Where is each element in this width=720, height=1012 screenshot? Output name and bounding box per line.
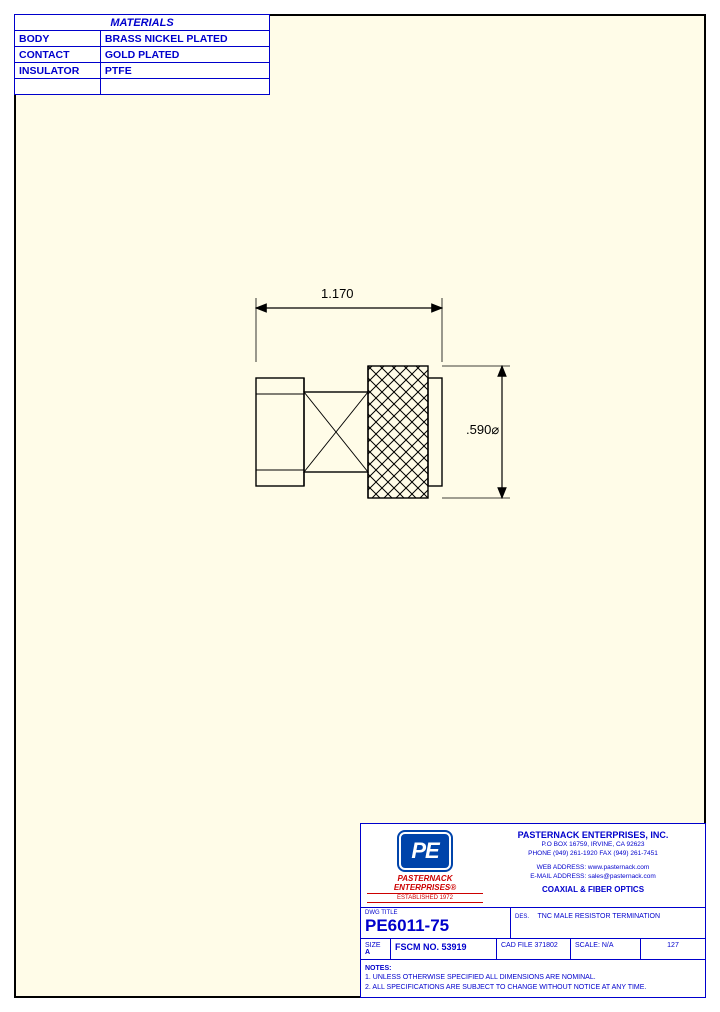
company-email: E-MAIL ADDRESS: sales@pasternack.com — [489, 873, 697, 881]
fscm-cell: FSCM NO. 53919 — [391, 939, 497, 959]
titleblock-row-meta: SIZE A FSCM NO. 53919 CAD FILE 371802 SC… — [361, 939, 705, 960]
dimension-diameter: .590⌀ — [466, 422, 499, 438]
company-phone: PHONE (949) 261-1920 FAX (949) 261-7451 — [489, 850, 697, 858]
connector-svg — [16, 98, 708, 678]
notes-header: NOTES: — [365, 964, 701, 974]
table-row — [15, 79, 270, 95]
materials-table: MATERIALS BODY BRASS NICKEL PLATED CONTA… — [14, 14, 270, 95]
drawing-sheet: MATERIALS BODY BRASS NICKEL PLATED CONTA… — [14, 14, 706, 998]
materials-value — [100, 79, 269, 95]
cadfile-cell: CAD FILE 371802 — [497, 939, 571, 959]
description-text: TNC MALE RESISTOR TERMINATION — [538, 913, 661, 920]
scale-cell: SCALE: N/A — [571, 939, 641, 959]
company-web: WEB ADDRESS: www.pasternack.com — [489, 864, 697, 872]
description-cell: DES. TNC MALE RESISTOR TERMINATION — [511, 908, 705, 938]
logo-established: ESTABLISHED 1972 — [367, 893, 483, 903]
titleblock-notes: NOTES: 1. UNLESS OTHERWISE SPECIFIED ALL… — [361, 960, 705, 997]
note-line: 2. ALL SPECIFICATIONS ARE SUBJECT TO CHA… — [365, 983, 701, 993]
company-address: P.O BOX 16759, IRVINE, CA 92623 — [489, 841, 697, 849]
description-label: DES. — [515, 914, 529, 920]
table-row: BODY BRASS NICKEL PLATED — [15, 31, 270, 47]
company-category: COAXIAL & FIBER OPTICS — [489, 885, 697, 895]
company-logo: PE PASTERNACK ENTERPRISES® ESTABLISHED 1… — [365, 828, 485, 903]
table-row: CONTACT GOLD PLATED — [15, 47, 270, 63]
titleblock-row-part: DWG TITLE PE6011-75 DES. TNC MALE RESIST… — [361, 908, 705, 939]
logo-badge: PE — [399, 832, 450, 870]
mechanical-drawing: 1.170 .590⌀ — [16, 98, 704, 678]
title-block: PE PASTERNACK ENTERPRISES® ESTABLISHED 1… — [360, 823, 706, 998]
part-number: PE6011-75 — [365, 916, 506, 936]
titleblock-header: PE PASTERNACK ENTERPRISES® ESTABLISHED 1… — [361, 824, 705, 908]
size-cell: SIZE A — [361, 939, 391, 959]
company-name: PASTERNACK ENTERPRISES, INC. — [489, 830, 697, 842]
materials-value: GOLD PLATED — [100, 47, 269, 63]
materials-name: BODY — [15, 31, 101, 47]
logo-brand: PASTERNACK ENTERPRISES® — [367, 874, 483, 892]
note-line: 1. UNLESS OTHERWISE SPECIFIED ALL DIMENS… — [365, 973, 701, 983]
materials-header: MATERIALS — [15, 15, 270, 31]
materials-value: BRASS NICKEL PLATED — [100, 31, 269, 47]
company-info: PASTERNACK ENTERPRISES, INC. P.O BOX 167… — [485, 828, 701, 903]
part-number-cell: DWG TITLE PE6011-75 — [361, 908, 511, 938]
materials-value: PTFE — [100, 63, 269, 79]
materials-name: CONTACT — [15, 47, 101, 63]
materials-name — [15, 79, 101, 95]
materials-name: INSULATOR — [15, 63, 101, 79]
dimension-length: 1.170 — [321, 286, 354, 301]
rev-cell: 127 — [641, 939, 705, 959]
table-row: INSULATOR PTFE — [15, 63, 270, 79]
